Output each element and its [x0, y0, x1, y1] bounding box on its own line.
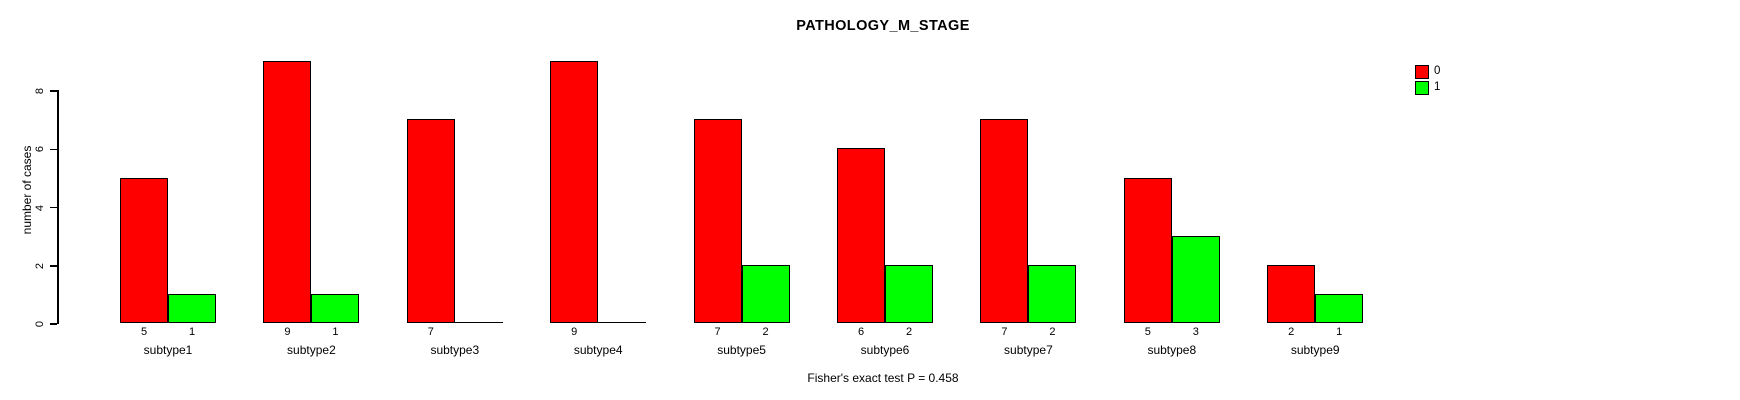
bar-subtype2-group1 [311, 293, 360, 323]
bar-subtype4-group0 [550, 61, 599, 323]
bar-count-label: 5 [1144, 326, 1151, 338]
legend-color-swatch [1415, 65, 1429, 79]
legend-item-0: 0 [1415, 64, 1440, 80]
bar-count-label: 7 [1001, 326, 1008, 338]
bar-subtype7-group0 [980, 119, 1029, 323]
bar-subtype6-group1 [885, 264, 933, 323]
bar-subtype6-group0 [837, 148, 885, 323]
category-label-subtype3: subtype3 [430, 343, 480, 357]
zero-bar-subtype4-group1 [598, 321, 647, 323]
category-label-subtype5: subtype5 [717, 343, 766, 357]
bar-count-label: 2 [762, 326, 769, 338]
bar-subtype9-group1 [1315, 293, 1364, 323]
bar-count-label: 1 [188, 326, 196, 338]
bar-count-label: 1 [1336, 326, 1343, 338]
bar-subtype8-group0 [1123, 177, 1172, 323]
y-tick-label: 4 [34, 204, 46, 211]
y-tick-mark [50, 206, 57, 209]
legend-item-1: 1 [1415, 80, 1440, 96]
zero-bar-subtype3-group1 [454, 321, 503, 323]
category-label-subtype6: subtype6 [860, 343, 910, 357]
fisher-test-caption: Fisher's exact test P = 0.458 [807, 371, 959, 385]
bar-count-label: 6 [857, 326, 865, 338]
category-label-subtype9: subtype9 [1290, 343, 1340, 357]
bar-subtype7-group1 [1028, 264, 1077, 323]
chart-title: PATHOLOGY_M_STAGE [796, 18, 970, 34]
bar-count-label: 2 [1049, 326, 1056, 338]
y-tick-label: 2 [34, 262, 46, 269]
bar-count-label: 5 [140, 326, 148, 338]
bar-subtype9-group0 [1267, 264, 1316, 323]
legend-label: 0 [1434, 65, 1441, 78]
y-tick-label: 8 [34, 88, 46, 95]
bar-subtype3-group0 [406, 119, 455, 323]
bar-count-label: 9 [284, 326, 291, 338]
category-label-subtype2: subtype2 [287, 343, 336, 357]
bar-subtype1-group0 [120, 177, 168, 323]
y-tick-mark [50, 265, 57, 267]
y-tick-mark [50, 90, 57, 92]
y-axis-line [57, 90, 59, 324]
y-tick-label: 0 [34, 320, 46, 328]
bar-subtype1-group1 [168, 293, 216, 323]
bar-subtype5-group0 [693, 119, 742, 323]
y-tick-mark [50, 323, 57, 325]
y-tick-mark [50, 148, 57, 151]
bar-count-label: 2 [1288, 326, 1295, 338]
category-label-subtype1: subtype1 [143, 343, 193, 357]
category-label-subtype7: subtype7 [1004, 343, 1053, 357]
bar-subtype5-group1 [741, 264, 790, 323]
bar-subtype8-group1 [1171, 235, 1220, 323]
bar-subtype2-group0 [263, 61, 312, 323]
y-axis-label: number of cases [20, 145, 34, 235]
legend-label: 1 [1434, 81, 1441, 94]
bar-count-label: 9 [571, 326, 578, 338]
bar-count-label: 7 [714, 326, 721, 338]
category-label-subtype8: subtype8 [1147, 343, 1197, 357]
bar-count-label: 3 [1192, 326, 1199, 338]
bar-count-label: 1 [332, 326, 339, 338]
bar-count-label: 7 [427, 326, 434, 338]
legend-color-swatch [1415, 81, 1429, 95]
bar-count-label: 2 [905, 326, 913, 338]
y-tick-label: 6 [34, 146, 46, 153]
category-label-subtype4: subtype4 [573, 343, 623, 357]
